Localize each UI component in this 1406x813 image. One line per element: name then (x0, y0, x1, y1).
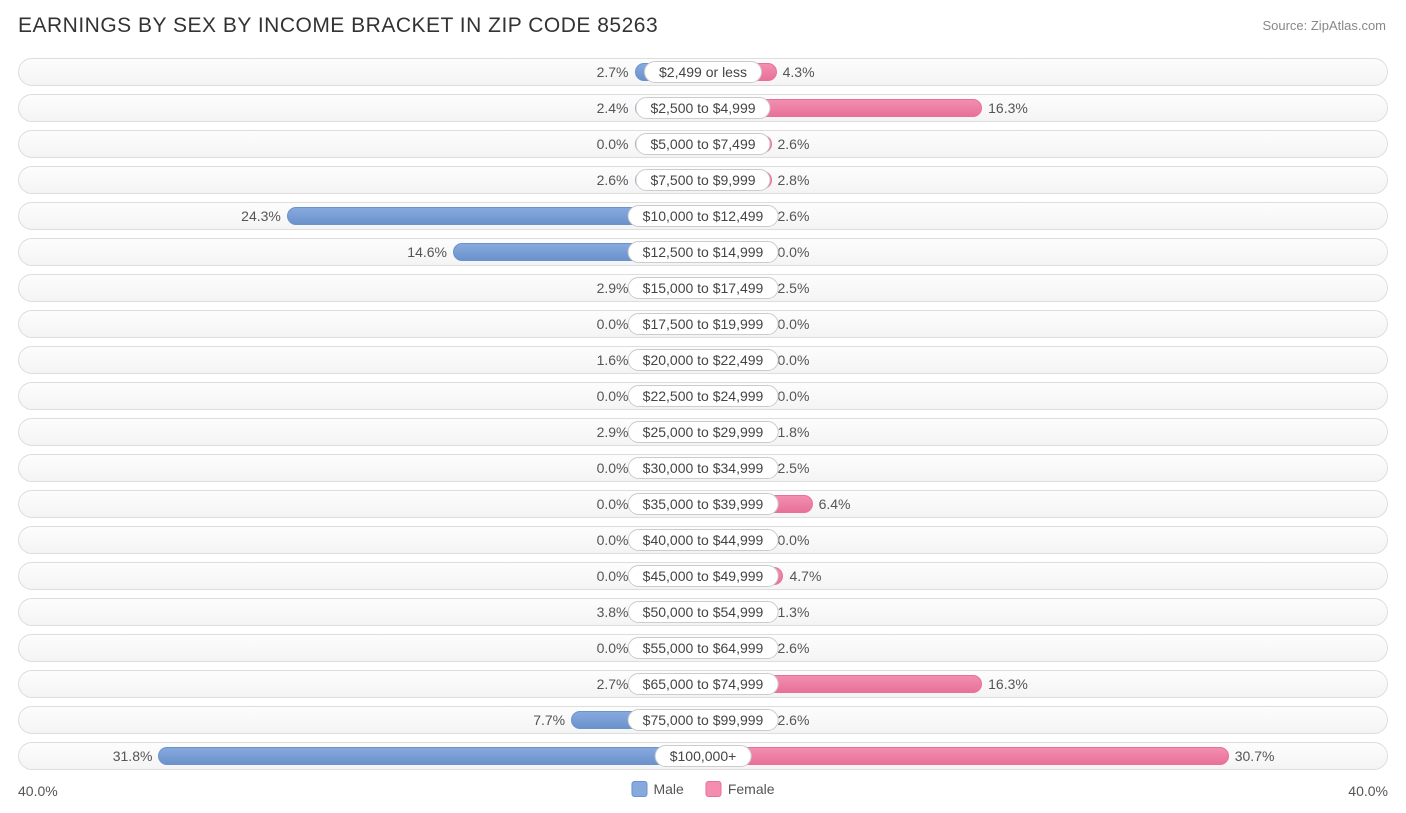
chart-row: 24.3% 2.6%$10,000 to $12,499 (18, 198, 1388, 234)
axis-right-label: 40.0% (1348, 783, 1388, 799)
bracket-label: $5,000 to $7,499 (635, 133, 770, 155)
chart-row: 3.8% 1.3%$50,000 to $54,999 (18, 594, 1388, 630)
chart-row: 0.0% 0.0%$40,000 to $44,999 (18, 522, 1388, 558)
chart-row: 0.0% 0.0%$17,500 to $19,999 (18, 306, 1388, 342)
female-value: 2.6% (778, 712, 810, 728)
female-value: 0.0% (778, 244, 810, 260)
chart-footer: 40.0% Male Female 40.0% (18, 781, 1388, 803)
female-value: 0.0% (778, 532, 810, 548)
female-value: 2.6% (778, 640, 810, 656)
male-value: 0.0% (597, 460, 629, 476)
chart-row: 0.0% 2.6%$55,000 to $64,999 (18, 630, 1388, 666)
male-swatch (631, 781, 647, 797)
bracket-label: $65,000 to $74,999 (628, 673, 779, 695)
male-value: 0.0% (597, 532, 629, 548)
bracket-label: $35,000 to $39,999 (628, 493, 779, 515)
chart-row: 2.4% 16.3% $2,500 to $4,999 (18, 90, 1388, 126)
bracket-label: $25,000 to $29,999 (628, 421, 779, 443)
female-value: 2.6% (778, 208, 810, 224)
chart-row: 2.7% 16.3% $65,000 to $74,999 (18, 666, 1388, 702)
chart-row: 0.0% 4.7% $45,000 to $49,999 (18, 558, 1388, 594)
female-swatch (706, 781, 722, 797)
chart-area: 2.7% 4.3% $2,499 or less 2.4% 16.3% $2,500 to… (18, 54, 1388, 777)
bracket-label: $45,000 to $49,999 (628, 565, 779, 587)
bracket-label: $50,000 to $54,999 (628, 601, 779, 623)
bracket-label: $30,000 to $34,999 (628, 457, 779, 479)
legend: Male Female (631, 781, 774, 797)
bracket-label: $15,000 to $17,499 (628, 277, 779, 299)
chart-row: 0.0% 6.4% $35,000 to $39,999 (18, 486, 1388, 522)
male-value: 0.0% (597, 136, 629, 152)
male-value: 2.7% (597, 676, 629, 692)
male-value: 2.9% (597, 280, 629, 296)
legend-male: Male (631, 781, 683, 797)
chart-row: 7.7% 2.6%$75,000 to $99,999 (18, 702, 1388, 738)
chart-row: 0.0% 2.6% $5,000 to $7,499 (18, 126, 1388, 162)
male-value: 2.6% (597, 172, 629, 188)
bracket-label: $20,000 to $22,499 (628, 349, 779, 371)
chart-title: EARNINGS BY SEX BY INCOME BRACKET IN ZIP… (18, 14, 658, 38)
source-attribution: Source: ZipAtlas.com (1262, 18, 1386, 33)
bracket-label: $10,000 to $12,499 (628, 205, 779, 227)
bracket-label: $2,499 or less (644, 61, 762, 83)
male-value: 0.0% (597, 388, 629, 404)
bracket-label: $100,000+ (655, 745, 752, 767)
chart-row: 14.6% 0.0%$12,500 to $14,999 (18, 234, 1388, 270)
female-bar (703, 747, 1229, 765)
male-value: 31.8% (113, 748, 153, 764)
female-value: 0.0% (778, 352, 810, 368)
legend-female: Female (706, 781, 775, 797)
chart-row: 0.0% 0.0%$22,500 to $24,999 (18, 378, 1388, 414)
male-value: 2.7% (597, 64, 629, 80)
male-value: 14.6% (407, 244, 447, 260)
female-value: 1.8% (778, 424, 810, 440)
male-value: 2.4% (597, 100, 629, 116)
male-value: 24.3% (241, 208, 281, 224)
bracket-label: $55,000 to $64,999 (628, 637, 779, 659)
male-value: 0.0% (597, 496, 629, 512)
bracket-label: $7,500 to $9,999 (635, 169, 770, 191)
chart-row: 2.7% 4.3% $2,499 or less (18, 54, 1388, 90)
female-value: 0.0% (778, 316, 810, 332)
chart-row: 0.0% 2.5%$30,000 to $34,999 (18, 450, 1388, 486)
female-value: 30.7% (1235, 748, 1275, 764)
chart-row: 2.9% 1.8%$25,000 to $29,999 (18, 414, 1388, 450)
female-value: 6.4% (819, 496, 851, 512)
male-value: 1.6% (597, 352, 629, 368)
female-value: 2.6% (778, 136, 810, 152)
axis-left-label: 40.0% (18, 783, 58, 799)
male-bar (158, 747, 703, 765)
male-value: 0.0% (597, 316, 629, 332)
bracket-label: $40,000 to $44,999 (628, 529, 779, 551)
chart-row: 2.6% 2.8% $7,500 to $9,999 (18, 162, 1388, 198)
female-value: 2.8% (778, 172, 810, 188)
legend-male-label: Male (653, 781, 683, 797)
female-value: 4.7% (789, 568, 821, 584)
chart-row: 2.9% 2.5%$15,000 to $17,499 (18, 270, 1388, 306)
female-value: 2.5% (778, 460, 810, 476)
male-value: 0.0% (597, 640, 629, 656)
female-value: 0.0% (778, 388, 810, 404)
female-value: 16.3% (988, 676, 1028, 692)
female-value: 2.5% (778, 280, 810, 296)
male-value: 7.7% (533, 712, 565, 728)
chart-row: 1.6% 0.0%$20,000 to $22,499 (18, 342, 1388, 378)
male-value: 2.9% (597, 424, 629, 440)
bracket-label: $2,500 to $4,999 (635, 97, 770, 119)
male-value: 0.0% (597, 568, 629, 584)
bracket-label: $75,000 to $99,999 (628, 709, 779, 731)
male-value: 3.8% (597, 604, 629, 620)
female-value: 16.3% (988, 100, 1028, 116)
chart-row: 31.8% 30.7% $100,000+ (18, 738, 1388, 774)
bracket-label: $17,500 to $19,999 (628, 313, 779, 335)
bracket-label: $22,500 to $24,999 (628, 385, 779, 407)
female-value: 1.3% (778, 604, 810, 620)
bracket-label: $12,500 to $14,999 (628, 241, 779, 263)
female-value: 4.3% (783, 64, 815, 80)
legend-female-label: Female (728, 781, 775, 797)
